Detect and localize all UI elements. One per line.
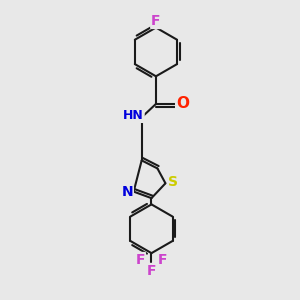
Text: F: F bbox=[151, 14, 161, 28]
Text: F: F bbox=[158, 253, 167, 267]
Text: HN: HN bbox=[123, 109, 144, 122]
Text: F: F bbox=[135, 253, 145, 267]
Text: F: F bbox=[147, 264, 156, 278]
Text: S: S bbox=[168, 175, 178, 189]
Text: N: N bbox=[121, 185, 133, 199]
Text: O: O bbox=[176, 96, 189, 111]
